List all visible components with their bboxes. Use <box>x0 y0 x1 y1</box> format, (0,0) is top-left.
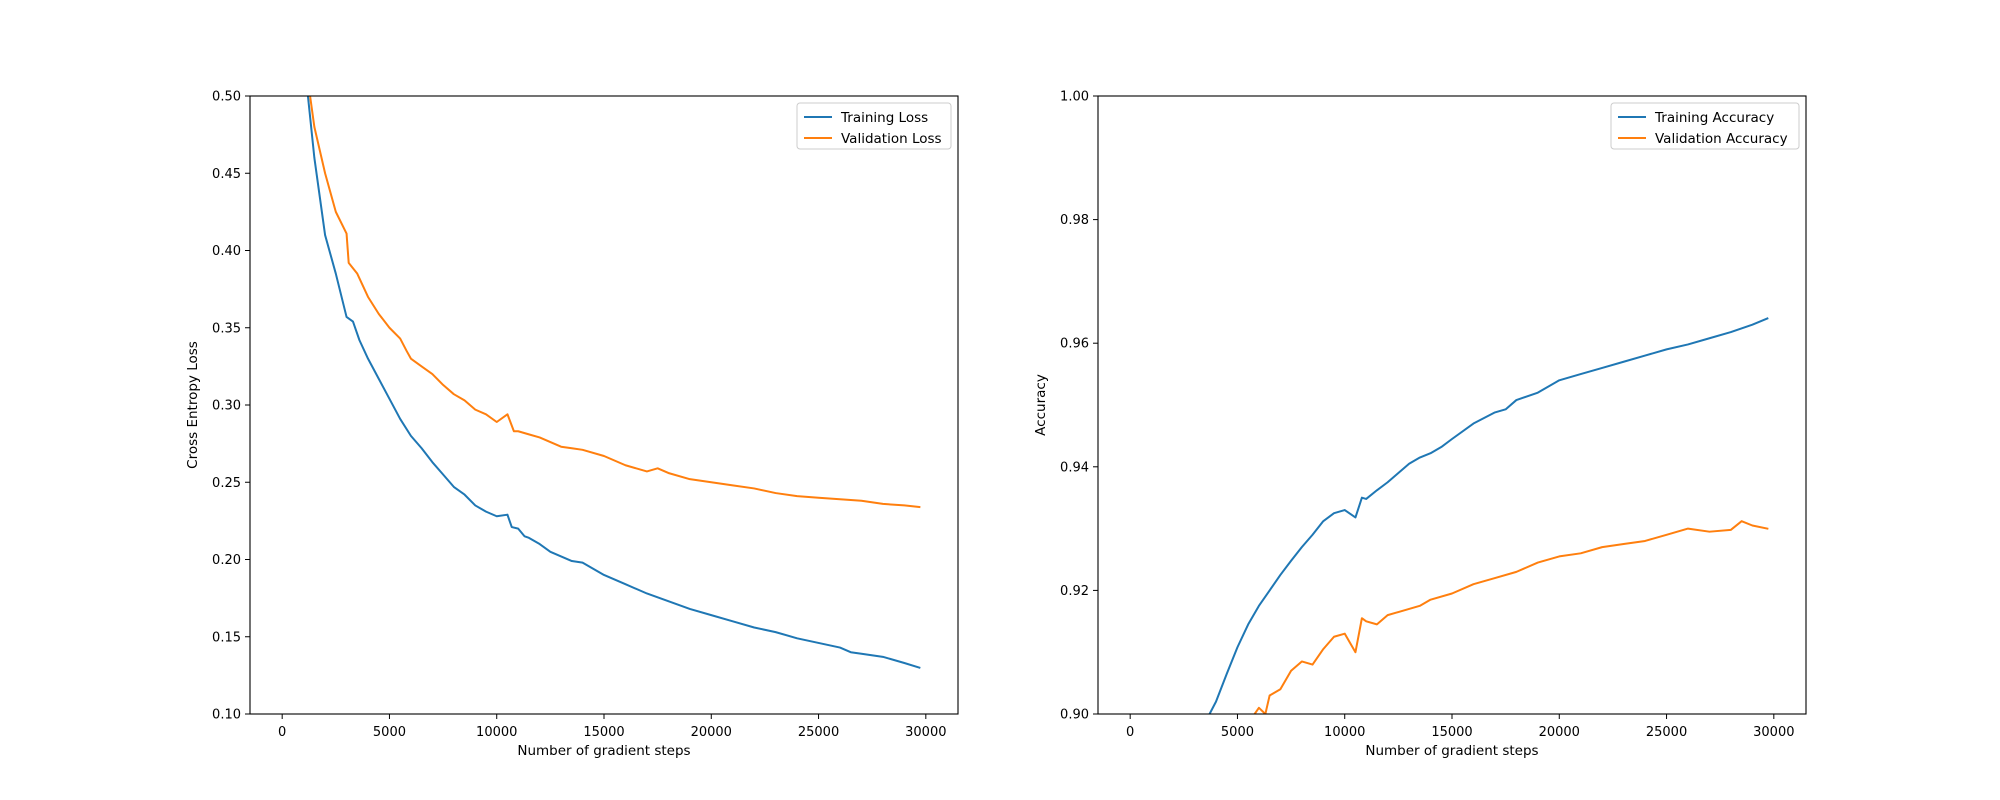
y-tick-label: 0.50 <box>212 90 241 105</box>
y-tick-label: 0.90 <box>1060 708 1089 723</box>
loss-chart: 0 5000 10000 15000 20000 25000 30000 0.10 0.15 0.… <box>185 90 959 759</box>
x-tick-label: 0 <box>1126 725 1134 740</box>
x-tick-label: 5000 <box>1221 725 1254 740</box>
y-tick-label: 0.94 <box>1060 460 1089 475</box>
y-tick-label: 0.45 <box>212 167 241 182</box>
x-tick-label: 15000 <box>583 725 624 740</box>
x-tick-label: 30000 <box>1753 725 1794 740</box>
y-tick-label: 0.40 <box>212 244 241 259</box>
y-tick-label: 0.35 <box>212 321 241 336</box>
series-line-training-loss <box>306 96 921 669</box>
x-tick-label: 30000 <box>905 725 946 740</box>
x-tick-label: 20000 <box>691 725 732 740</box>
series-group <box>1208 317 1769 714</box>
x-tick-label: 25000 <box>1646 725 1687 740</box>
y-tick-label: 0.30 <box>212 399 241 414</box>
legend-frame <box>796 102 952 150</box>
legend-entry: Validation Loss <box>841 131 942 147</box>
y-tick-label: 0.10 <box>212 708 241 723</box>
x-tick-label: 10000 <box>476 725 517 740</box>
series-group <box>306 96 921 669</box>
legend-entry: Training Accuracy <box>1654 110 1774 126</box>
x-tick-label: 15000 <box>1431 725 1472 740</box>
axes-frame <box>1097 95 1807 715</box>
legend: Training Loss Validation Loss <box>796 102 952 150</box>
y-tick-label: 0.96 <box>1060 337 1089 352</box>
legend-entry: Validation Accuracy <box>1655 131 1788 147</box>
x-tick-label: 25000 <box>798 725 839 740</box>
x-tick-label: 20000 <box>1539 725 1580 740</box>
legend-entry: Training Loss <box>840 110 928 126</box>
y-tick-label: 0.20 <box>212 553 241 568</box>
y-tick-label: 1.00 <box>1060 90 1089 105</box>
x-axis-label: Number of gradient steps <box>517 743 690 759</box>
y-axis-label: Cross Entropy Loss <box>185 341 201 469</box>
y-tick-label: 0.25 <box>212 476 241 491</box>
y-tick-label: 0.15 <box>212 630 241 645</box>
y-tick-label: 0.92 <box>1060 584 1089 599</box>
series-line-validation-accuracy <box>1253 520 1769 714</box>
x-tick-label: 10000 <box>1324 725 1365 740</box>
legend: Training Accuracy Validation Accuracy <box>1610 102 1800 150</box>
legend-frame <box>1610 102 1800 150</box>
x-tick-label: 5000 <box>373 725 406 740</box>
axes-frame <box>249 95 959 715</box>
x-tick-label: 0 <box>278 725 286 740</box>
accuracy-chart: 0 5000 10000 15000 20000 25000 30000 0.90 0.92 0.… <box>1033 90 1807 759</box>
x-axis-label: Number of gradient steps <box>1365 743 1538 759</box>
series-line-training-accuracy <box>1208 317 1769 714</box>
y-tick-label: 0.98 <box>1060 213 1089 228</box>
y-axis-label: Accuracy <box>1033 374 1049 436</box>
series-line-validation-loss <box>309 96 921 509</box>
